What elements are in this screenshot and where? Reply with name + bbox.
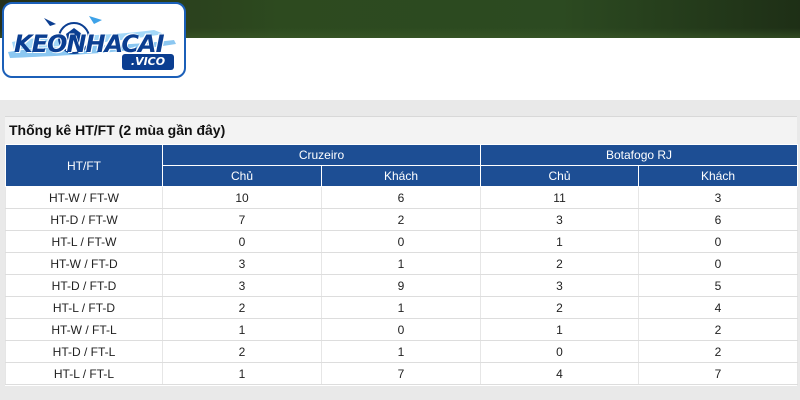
stat-cell: 1 (321, 252, 482, 275)
table-row: HT-L / FT-L 1 7 4 7 (5, 362, 799, 385)
stat-cell: 4 (480, 362, 640, 385)
stat-cell: 3 (480, 208, 640, 231)
row-label: HT-D / FT-D (5, 274, 163, 297)
stat-cell: 7 (321, 362, 482, 385)
stat-cell: 2 (480, 296, 640, 319)
row-label: HT-D / FT-L (5, 340, 163, 363)
stat-cell: 0 (162, 230, 322, 253)
subheader-cruzeiro-away: Khách (320, 165, 482, 187)
stat-cell: 9 (321, 274, 482, 297)
row-label: HT-L / FT-W (5, 230, 163, 253)
stat-cell: 0 (638, 230, 799, 253)
stat-cell: 2 (162, 340, 322, 363)
stat-cell: 3 (638, 186, 799, 209)
table-row: HT-D / FT-L 2 1 0 2 (5, 340, 799, 363)
stat-cell: 1 (321, 340, 482, 363)
stat-cell: 0 (638, 252, 799, 275)
row-label: HT-L / FT-L (5, 362, 163, 385)
header-team-home: Cruzeiro (161, 144, 482, 166)
stat-cell: 0 (321, 230, 482, 253)
table-body: HT-W / FT-W 10 6 11 3 HT-D / FT-W 7 2 3 6 HT-L / F… (5, 186, 799, 385)
stat-cell: 4 (638, 296, 799, 319)
stat-cell: 3 (162, 274, 322, 297)
header-htft: HT/FT (5, 144, 163, 187)
stat-cell: 6 (638, 208, 799, 231)
row-label: HT-W / FT-D (5, 252, 163, 275)
row-label: HT-L / FT-D (5, 296, 163, 319)
stat-cell: 0 (321, 318, 482, 341)
stat-cell: 10 (162, 186, 322, 209)
stat-cell: 3 (162, 252, 322, 275)
table-row: HT-L / FT-W 0 0 1 0 (5, 230, 799, 253)
stat-cell: 7 (638, 362, 799, 385)
table-row: HT-W / FT-L 1 0 1 2 (5, 318, 799, 341)
logo-graphic (8, 16, 176, 58)
row-label: HT-D / FT-W (5, 208, 163, 231)
stat-cell: 7 (162, 208, 322, 231)
subheader-cruzeiro-home: Chủ (162, 165, 322, 187)
stat-cell: 1 (162, 362, 322, 385)
row-label: HT-W / FT-L (5, 318, 163, 341)
table-row: HT-W / FT-D 3 1 2 0 (5, 252, 799, 275)
header-team-away: Botafogo RJ (480, 144, 799, 166)
stats-title: Thống kê HT/FT (2 mùa gần đây) (5, 116, 797, 144)
logo-domain-badge: .VICO (122, 54, 174, 70)
stat-cell: 1 (162, 318, 322, 341)
stat-cell: 6 (321, 186, 482, 209)
table-subheader-row: Chủ Khách Chủ Khách (6, 165, 799, 187)
row-label: HT-W / FT-W (5, 186, 163, 209)
stat-cell: 2 (162, 296, 322, 319)
table-row: HT-W / FT-W 10 6 11 3 (5, 186, 799, 209)
stat-cell: 5 (638, 274, 799, 297)
table-header-row: HT/FT Cruzeiro Botafogo RJ (5, 144, 799, 187)
stat-cell: 1 (480, 230, 640, 253)
stat-cell: 11 (480, 186, 640, 209)
table-row: HT-L / FT-D 2 1 2 4 (5, 296, 799, 319)
htft-stats-table: HT/FT Cruzeiro Botafogo RJ Chủ Khách Chủ… (5, 144, 799, 385)
site-logo[interactable]: KEONHACAI .VICO (2, 2, 186, 78)
stat-cell: 2 (480, 252, 640, 275)
htft-stats-card: Thống kê HT/FT (2 mùa gần đây) HT/FT Cru… (5, 116, 799, 386)
subheader-botafogo-home: Chủ (480, 165, 640, 187)
stat-cell: 1 (480, 318, 640, 341)
stat-cell: 1 (321, 296, 482, 319)
logo-wordmark: KEONHACAI (14, 30, 165, 58)
table-row: HT-D / FT-W 7 2 3 6 (5, 208, 799, 231)
stat-cell: 2 (638, 318, 799, 341)
stat-cell: 2 (321, 208, 482, 231)
stat-cell: 3 (480, 274, 640, 297)
stat-cell: 0 (480, 340, 640, 363)
subheader-botafogo-away: Khách (638, 165, 799, 187)
table-row: HT-D / FT-D 3 9 3 5 (5, 274, 799, 297)
stat-cell: 2 (638, 340, 799, 363)
